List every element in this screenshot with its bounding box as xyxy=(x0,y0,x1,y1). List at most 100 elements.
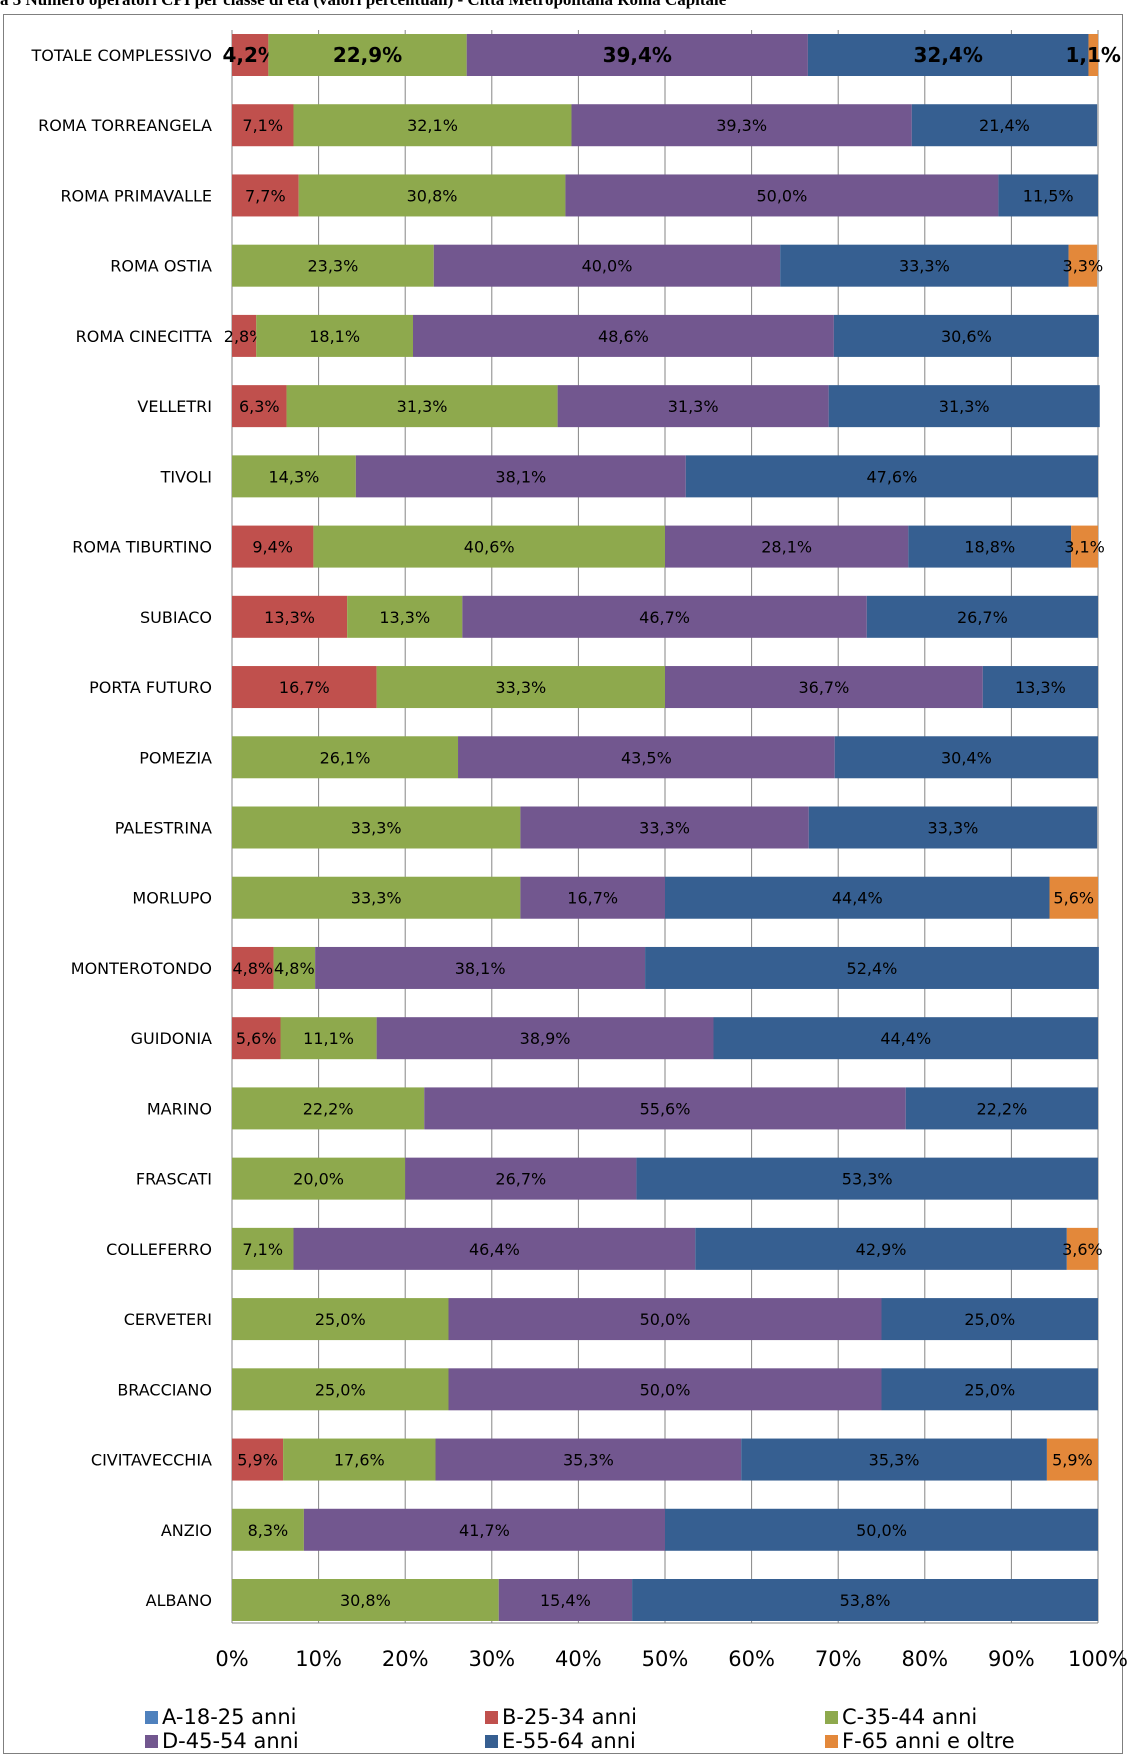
bar-segment xyxy=(908,525,1072,568)
bar-segment xyxy=(713,1017,1098,1060)
x-tick-label: 30% xyxy=(468,1647,515,1671)
bar-segment xyxy=(1071,525,1098,568)
data-label: 31,3% xyxy=(668,397,719,416)
data-label: 18,8% xyxy=(964,538,1015,557)
data-label: 23,3% xyxy=(307,257,358,276)
bar-segment xyxy=(273,946,316,989)
data-label: 39,3% xyxy=(716,116,767,135)
bar-segment xyxy=(834,736,1098,779)
data-label: 31,3% xyxy=(397,397,448,416)
data-label: 17,6% xyxy=(334,1451,385,1470)
bar-segment xyxy=(232,385,287,428)
category-label: ROMA PRIMAVALLE xyxy=(60,186,212,205)
bar-segment xyxy=(232,1298,449,1341)
bar-segment xyxy=(424,1087,906,1130)
bar-segment xyxy=(665,666,983,709)
data-label: 14,3% xyxy=(269,467,320,486)
category-label: MARINO xyxy=(147,1099,212,1118)
bar-segment xyxy=(232,1227,294,1270)
data-label: 4,8% xyxy=(274,959,315,978)
data-label: 9,4% xyxy=(252,538,293,557)
bar-segment xyxy=(448,1298,882,1341)
bar-segment xyxy=(303,1508,665,1551)
category-label: MONTEROTONDO xyxy=(71,959,212,978)
bar-segment xyxy=(982,666,1098,709)
bar-segment xyxy=(293,104,572,147)
data-label: 5,9% xyxy=(237,1451,278,1470)
data-label: 3,6% xyxy=(1062,1240,1103,1259)
bar-segment xyxy=(232,244,434,287)
x-tick-label: 70% xyxy=(815,1647,862,1671)
data-label: 15,4% xyxy=(540,1591,591,1610)
legend-swatch-b xyxy=(485,1710,498,1724)
category-label: BRACCIANO xyxy=(117,1380,212,1399)
legend-item-c: C-35-44 anni xyxy=(825,1705,977,1729)
data-label: 46,4% xyxy=(469,1240,520,1259)
bar-segment xyxy=(232,876,521,919)
bar-segment xyxy=(268,34,467,76)
data-label: 13,3% xyxy=(264,608,315,627)
x-tick-label: 80% xyxy=(901,1647,948,1671)
bar-segment xyxy=(695,1227,1067,1270)
data-label: 55,6% xyxy=(640,1099,691,1118)
bar-segment xyxy=(347,595,463,638)
data-label: 20,0% xyxy=(293,1170,344,1189)
data-label: 38,1% xyxy=(495,467,546,486)
bar-segment xyxy=(405,1157,637,1200)
bar-segment xyxy=(280,1017,377,1060)
data-label: 36,7% xyxy=(798,678,849,697)
bar-segment xyxy=(498,1579,633,1621)
bar-segment xyxy=(448,1368,882,1411)
data-label: 22,2% xyxy=(303,1099,354,1118)
bar-segment xyxy=(636,1157,1098,1200)
data-label: 50,0% xyxy=(756,186,807,205)
x-tick-label: 100% xyxy=(1068,1647,1128,1671)
data-label: 41,7% xyxy=(459,1521,510,1540)
data-label: 7,1% xyxy=(242,116,283,135)
bar-segment xyxy=(313,525,665,568)
data-label: 21,4% xyxy=(979,116,1030,135)
data-label: 53,3% xyxy=(842,1170,893,1189)
data-label: 11,1% xyxy=(303,1029,354,1048)
legend-swatch-f xyxy=(825,1734,838,1748)
data-label: 50,0% xyxy=(856,1521,907,1540)
bar-segment xyxy=(808,806,1098,849)
data-label: 25,0% xyxy=(964,1310,1015,1329)
bar-segment xyxy=(780,244,1069,287)
data-label: 7,1% xyxy=(242,1240,283,1259)
bar-segment xyxy=(828,385,1100,428)
category-label: TIVOLI xyxy=(160,467,212,486)
data-label: 16,7% xyxy=(279,678,330,697)
data-label: 33,3% xyxy=(495,678,546,697)
data-label: 42,9% xyxy=(856,1240,907,1259)
bar-segment xyxy=(315,946,646,989)
data-label: 47,6% xyxy=(866,467,917,486)
category-label: MORLUPO xyxy=(132,889,212,908)
bar-segment xyxy=(232,1087,425,1130)
x-tick-label: 20% xyxy=(382,1647,429,1671)
legend-item-d: D-45-54 anni xyxy=(145,1729,299,1753)
data-label: 8,3% xyxy=(248,1521,289,1540)
data-label: 39,4% xyxy=(603,43,672,67)
category-label: GUIDONIA xyxy=(131,1029,212,1048)
bar-segment xyxy=(232,806,521,849)
data-label: 18,1% xyxy=(309,327,360,346)
bar-segment xyxy=(881,1368,1098,1411)
data-label: 35,3% xyxy=(563,1451,614,1470)
legend-label-b: B-25-34 anni xyxy=(502,1705,638,1729)
legend-swatch-e xyxy=(485,1734,498,1748)
data-label: 2,8% xyxy=(224,327,265,346)
bar-segment xyxy=(998,174,1098,217)
legend-swatch-c xyxy=(825,1710,838,1724)
category-label: ALBANO xyxy=(146,1591,212,1610)
category-label: ROMA TIBURTINO xyxy=(72,538,212,557)
bar-segment xyxy=(232,1017,281,1060)
data-label: 6,3% xyxy=(239,397,280,416)
data-label: 30,6% xyxy=(941,327,992,346)
data-label: 50,0% xyxy=(640,1380,691,1399)
data-label: 3,1% xyxy=(1064,538,1105,557)
data-label: 46,7% xyxy=(639,608,690,627)
data-label: 43,5% xyxy=(621,748,672,767)
data-label: 22,2% xyxy=(976,1099,1027,1118)
